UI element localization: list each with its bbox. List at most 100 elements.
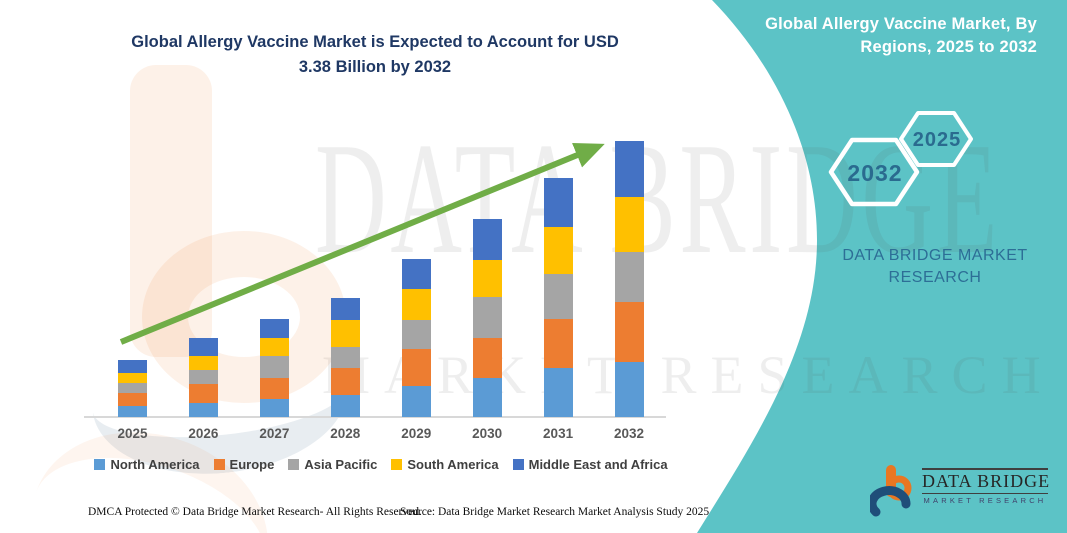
databridge-logo-wordmark: DATA BRIDGE MARKET RESEARCH [922,468,1051,505]
bar-segment-north-america [614,362,644,417]
teal-curved-panel [697,0,1067,533]
legend-swatch-icon [288,459,300,470]
x-axis-label-2027: 2027 [259,426,290,441]
legend-item-europe: Europe [213,457,275,472]
logo-sub-text: MARKET RESEARCH [923,496,1047,505]
bar-segment-asia-pacific [188,369,218,385]
footer-dmca-text: DMCA Protected © Data Bridge Market Rese… [88,506,422,518]
x-axis-line [84,416,666,418]
chart-title-line2: 3.38 Billion by 2032 [298,58,452,76]
bar-segment-middle-east-and-africa [259,318,289,338]
panel-title: Global Allergy Vaccine Market, By Region… [745,13,1037,59]
footer-source-text: Source: Data Bridge Market Research Mark… [400,506,710,518]
logo-d-swoosh [870,486,911,517]
bar-segment-middle-east-and-africa [118,359,147,373]
bar-segment-middle-east-and-africa [472,218,502,260]
x-axis-label-2026: 2026 [188,426,219,441]
bar-segment-europe [259,377,289,399]
databridge-logo: DATA BRIDGE MARKET RESEARCH [870,462,1050,528]
legend-label: Asia Pacific [304,457,378,472]
stacked-bar-2029 [401,258,431,417]
bar-segment-europe [330,367,360,395]
bar-segment-asia-pacific [118,383,147,394]
legend-swatch-icon [512,459,524,470]
bar-segment-europe [472,337,502,378]
x-axis-label-2025: 2025 [117,426,148,441]
hexagon-2032-label: 2032 [847,160,903,186]
panel-title-line2: Regions, 2025 to 2032 [860,38,1037,56]
stacked-bar-2027 [259,318,289,417]
brand-text-line2: RESEARCH [888,269,982,286]
legend-item-middle-east-and-africa: Middle East and Africa [512,457,668,472]
bar-segment-middle-east-and-africa [543,178,573,227]
bar-segment-north-america [118,406,147,417]
x-axis-label-2028: 2028 [330,426,361,441]
bar-segment-north-america [259,399,289,417]
bar-segment-south-america [330,320,360,347]
bar-segment-asia-pacific [330,346,360,368]
stacked-bar-2028 [330,297,360,417]
brand-text-block: DATA BRIDGE MARKET RESEARCH [795,245,1067,289]
bar-segment-south-america [543,226,573,274]
stacked-bar-2032 [614,140,644,417]
bar-segment-south-america [472,259,502,298]
bar-segment-asia-pacific [614,252,644,303]
bar-segment-north-america [330,394,360,417]
bar-segment-asia-pacific [472,297,502,338]
bar-segment-asia-pacific [543,273,573,320]
x-axis-label-2029: 2029 [401,426,432,441]
legend-label: Middle East and Africa [528,457,668,472]
hexagon-2025-label: 2025 [912,129,962,151]
legend-swatch-icon [94,459,106,470]
watermark-text-marketresearch: MARKET RESEARCH [322,345,1055,405]
bar-segment-europe [543,319,573,368]
legend-label: South America [407,457,499,472]
bar-segment-europe [614,302,644,363]
chart-title-line1: Global Allergy Vaccine Market is Expecte… [131,33,619,51]
bar-segment-asia-pacific [259,356,289,378]
bar-segment-south-america [401,289,431,321]
bar-segment-europe [401,349,431,386]
bar-segment-europe [188,384,218,404]
chart-title: Global Allergy Vaccine Market is Expecte… [90,30,660,80]
hexagon-badges [828,111,973,207]
hexagon-2025-outline [899,111,973,167]
bar-segment-asia-pacific [401,320,431,350]
x-axis-label-2032: 2032 [613,426,645,441]
stacked-bar-2031 [543,178,573,417]
hexagon-2032-outline [828,137,920,207]
logo-bottom-rule [922,492,1048,494]
legend-label: North America [110,457,200,472]
stacked-bar-2026 [188,338,218,417]
logo-top-rule [922,468,1048,470]
legend-swatch-icon [391,459,403,470]
legend-item-north-america: North America [94,457,200,472]
legend-item-south-america: South America [391,457,499,472]
legend-label: Europe [229,457,275,472]
bar-segment-south-america [188,355,218,370]
databridge-logo-icon [870,465,912,517]
x-axis-label-2030: 2030 [472,426,503,441]
bar-segment-middle-east-and-africa [188,338,218,356]
panel-title-line1: Global Allergy Vaccine Market, By [765,15,1037,33]
bar-segment-south-america [614,196,644,253]
bar-segment-south-america [118,372,147,384]
legend-item-asia-pacific: Asia Pacific [288,457,377,472]
bar-segment-europe [118,393,147,407]
chart-legend: North America Europe Asia Pacific South Ame… [75,457,687,472]
bar-segment-north-america [472,377,502,417]
stacked-bar-2025 [118,359,147,417]
logo-name-text: DATA BRIDGE [922,470,1051,491]
bar-segment-north-america [543,367,573,417]
bar-segment-north-america [188,403,218,417]
bar-segment-middle-east-and-africa [614,140,644,197]
bar-segment-south-america [259,337,289,357]
bar-segment-north-america [401,385,431,417]
stacked-bar-2030 [472,218,502,417]
bar-segment-middle-east-and-africa [401,258,431,290]
brand-text-line1: DATA BRIDGE MARKET [842,247,1028,264]
x-axis-label-2031: 2031 [543,426,574,441]
legend-swatch-icon [213,459,225,470]
